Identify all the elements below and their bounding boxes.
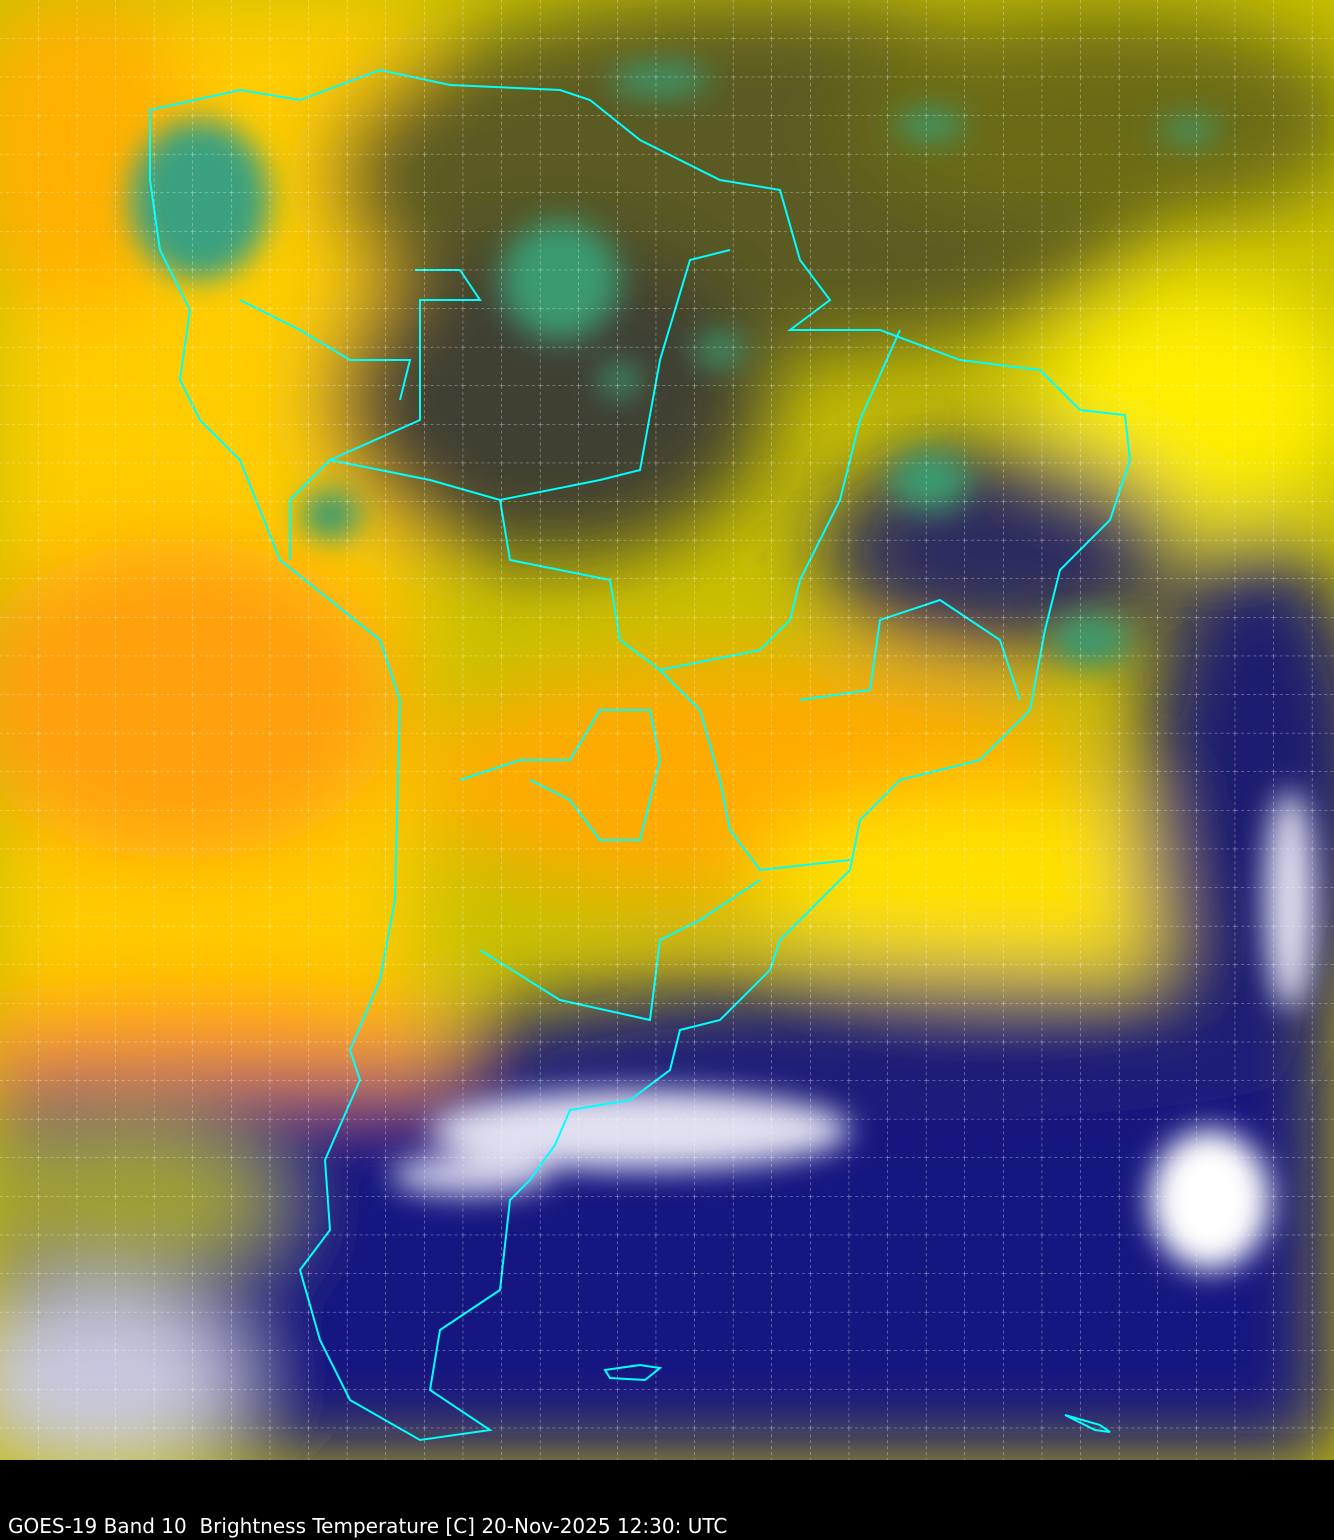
satellite-imagery-map — [0, 0, 1334, 1460]
lat-lon-grid — [0, 0, 1334, 1460]
image-caption: GOES-19 Band 10 Brightness Temperature [… — [8, 1514, 728, 1538]
